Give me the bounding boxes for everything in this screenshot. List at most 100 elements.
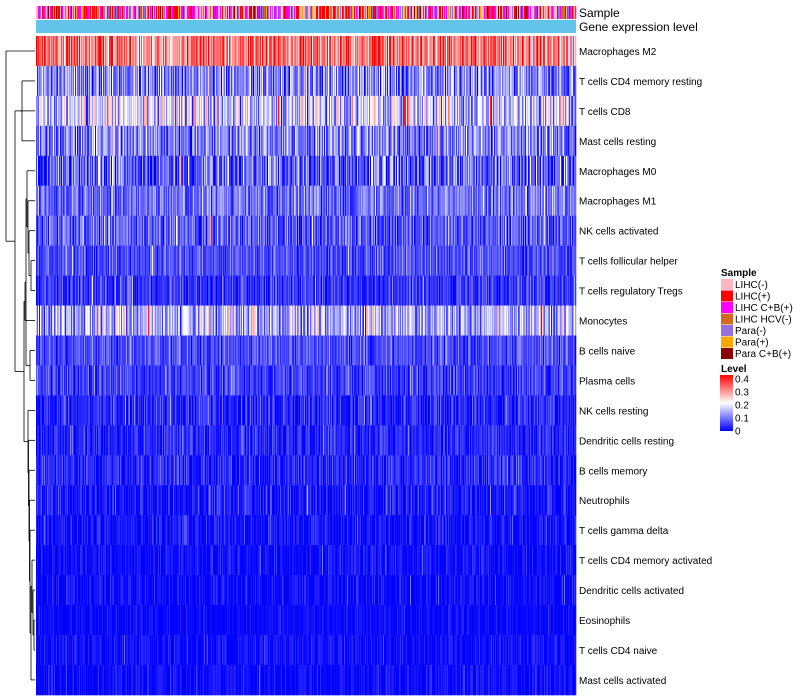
sample-cell bbox=[198, 6, 200, 19]
sample-cell bbox=[90, 6, 92, 19]
sample-cell bbox=[414, 6, 416, 19]
sample-cell bbox=[139, 6, 141, 19]
heatmap-cell bbox=[542, 65, 544, 97]
heatmap-cell bbox=[415, 65, 417, 97]
sample-cell bbox=[560, 6, 562, 19]
sample-cell bbox=[496, 6, 498, 19]
sample-cell bbox=[219, 6, 221, 19]
heatmap-cell bbox=[512, 65, 514, 97]
heatmap-cell bbox=[455, 36, 457, 67]
sample-cell bbox=[185, 6, 187, 19]
heatmap-cell bbox=[222, 36, 224, 67]
sample-cell bbox=[445, 6, 447, 19]
heatmap-cell bbox=[197, 65, 199, 97]
sample-cell bbox=[233, 6, 235, 19]
heatmap-cell bbox=[43, 65, 45, 97]
heatmap-cell bbox=[337, 36, 339, 67]
sample-cell bbox=[279, 6, 281, 19]
heatmap-cell bbox=[184, 65, 186, 97]
sample-cell bbox=[127, 6, 129, 19]
heatmap-cell bbox=[328, 65, 330, 97]
heatmap-cell bbox=[219, 65, 221, 97]
heatmap-cell bbox=[158, 36, 160, 67]
heatmap-cell bbox=[211, 65, 213, 97]
heatmap-cell bbox=[440, 65, 442, 97]
heatmap-cell bbox=[149, 65, 151, 97]
heatmap-cell bbox=[87, 65, 89, 97]
sample-cell bbox=[566, 6, 568, 19]
sample-cell bbox=[350, 6, 352, 19]
heatmap-cell bbox=[135, 65, 137, 97]
heatmap-cell bbox=[290, 36, 292, 67]
heatmap-cell bbox=[301, 65, 303, 97]
heatmap-cell bbox=[221, 36, 223, 67]
heatmap-cell bbox=[233, 65, 235, 97]
heatmap-cell bbox=[194, 36, 196, 67]
sample-cell bbox=[312, 6, 314, 19]
heatmap-cell bbox=[240, 65, 242, 97]
sample-cell bbox=[375, 6, 377, 19]
heatmap-cell bbox=[481, 36, 483, 67]
sample-cell bbox=[559, 6, 561, 19]
sample-cell bbox=[339, 6, 341, 19]
heatmap-cell bbox=[286, 36, 288, 67]
sample-cell bbox=[159, 6, 161, 19]
heatmap-cell bbox=[411, 65, 413, 97]
heatmap-cell bbox=[230, 36, 232, 67]
heatmap-cell bbox=[198, 36, 200, 67]
sample-cell bbox=[165, 6, 167, 19]
heatmap-cell bbox=[267, 65, 269, 97]
heatmap-cell bbox=[151, 36, 153, 67]
heatmap-cell bbox=[179, 36, 181, 67]
heatmap-cell bbox=[112, 65, 114, 97]
heatmap-cell bbox=[370, 65, 372, 97]
sample-cell bbox=[491, 6, 493, 19]
sample-cell bbox=[397, 6, 399, 19]
heatmap-cell bbox=[546, 36, 548, 67]
heatmap-cell bbox=[39, 65, 41, 97]
heatmap-cell bbox=[381, 36, 383, 67]
heatmap-cell bbox=[132, 36, 134, 67]
sample-cell bbox=[293, 6, 295, 19]
sample-cell bbox=[125, 6, 127, 19]
sample-cell bbox=[242, 6, 244, 19]
sample-cell bbox=[400, 6, 402, 19]
heatmap-cell bbox=[223, 65, 225, 97]
sample-cell bbox=[250, 6, 252, 19]
sample-cell bbox=[433, 6, 435, 19]
heatmap-cell bbox=[171, 36, 173, 67]
heatmap-cell bbox=[343, 65, 345, 97]
heatmap-cell bbox=[514, 65, 516, 97]
heatmap-cell bbox=[161, 36, 163, 67]
heatmap-cell bbox=[349, 65, 351, 97]
heatmap-cell bbox=[214, 65, 216, 97]
heatmap-cell bbox=[47, 65, 49, 97]
sample-cell bbox=[264, 6, 266, 19]
heatmap-cell bbox=[503, 65, 505, 97]
sample-cell bbox=[156, 6, 158, 19]
heatmap-cell bbox=[232, 65, 234, 97]
heatmap-cell bbox=[511, 36, 513, 67]
sample-cell bbox=[554, 6, 556, 19]
heatmap-cell bbox=[324, 65, 326, 97]
heatmap-cell bbox=[453, 36, 455, 67]
heatmap-cell bbox=[284, 65, 286, 97]
sample-cell bbox=[296, 6, 298, 19]
sample-cell bbox=[332, 6, 334, 19]
heatmap-cell bbox=[403, 65, 405, 97]
heatmap-cell bbox=[529, 65, 531, 97]
heatmap-cell bbox=[469, 65, 471, 97]
heatmap-cell bbox=[433, 36, 435, 67]
sample-cell bbox=[74, 6, 76, 19]
sample-cell bbox=[94, 6, 96, 19]
sample-cell bbox=[232, 6, 234, 19]
heatmap-cell bbox=[482, 36, 484, 67]
heatmap-cell bbox=[128, 36, 130, 67]
heatmap-cell bbox=[206, 36, 208, 67]
sample-cell bbox=[62, 6, 64, 19]
heatmap-cell bbox=[181, 65, 183, 97]
sample-cell bbox=[399, 6, 401, 19]
heatmap-cell bbox=[530, 65, 532, 97]
heatmap-cell bbox=[212, 65, 214, 97]
sample-cell bbox=[453, 6, 455, 19]
